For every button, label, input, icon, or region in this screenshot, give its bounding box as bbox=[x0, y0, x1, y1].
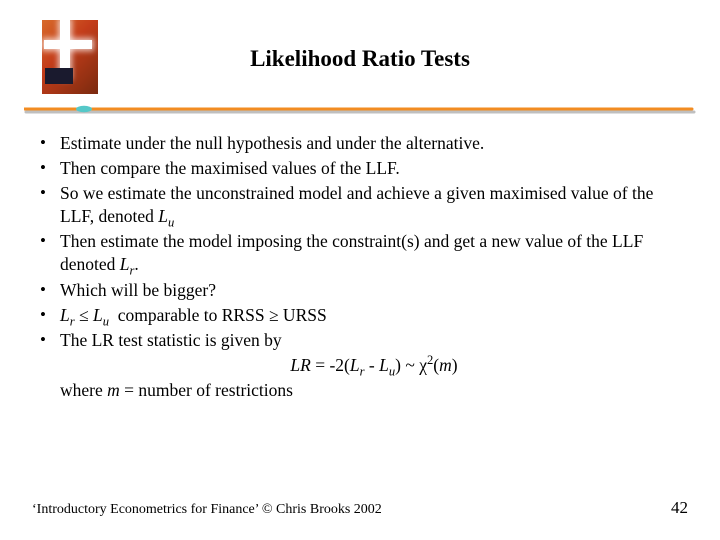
chi-symbol: χ bbox=[419, 355, 427, 375]
formula-eq: = -2( bbox=[315, 355, 350, 375]
slide-footer: ‘Introductory Econometrics for Finance’ … bbox=[32, 498, 688, 518]
page-number: 42 bbox=[671, 498, 688, 518]
math-symbol-Lu: Lu bbox=[379, 355, 395, 375]
bullet-item: Estimate under the null hypothesis and u… bbox=[32, 132, 688, 155]
bullet-text: Then compare the maximised values of the… bbox=[60, 158, 400, 178]
footer-citation: ‘Introductory Econometrics for Finance’ … bbox=[32, 502, 382, 518]
title-divider bbox=[24, 105, 696, 113]
bullet-item: Which will be bigger? bbox=[32, 279, 688, 302]
bullet-text: The LR test statistic is given by bbox=[60, 330, 282, 350]
bullet-text: Then estimate the model imposing the con… bbox=[60, 231, 643, 274]
formula-dist: (m) bbox=[433, 355, 457, 375]
tilde-symbol: ~ bbox=[405, 355, 414, 375]
bullet-item: Lr ≤ Lu comparable to RRSS ≥ URSS bbox=[32, 304, 688, 327]
math-symbol-Lr: Lr bbox=[60, 305, 75, 325]
bullet-text: So we estimate the unconstrained model a… bbox=[60, 183, 653, 226]
formula-mid: - bbox=[365, 355, 380, 375]
slide: Likelihood Ratio Tests Estimate under th… bbox=[0, 0, 720, 540]
bullet-item: So we estimate the unconstrained model a… bbox=[32, 182, 688, 228]
where-var: m bbox=[107, 380, 120, 400]
math-symbol-Lu: Lu bbox=[158, 206, 174, 226]
formula-line: LR = -2(Lr - Lu) ~ χ2(m) bbox=[60, 354, 688, 377]
bullet-list-1: Estimate under the null hypothesis and u… bbox=[32, 132, 688, 327]
bullet-text: Which will be bigger? bbox=[60, 280, 216, 300]
math-symbol-Lr: Lr bbox=[120, 254, 135, 274]
leq-symbol: ≤ bbox=[79, 305, 89, 325]
bullet-item: Then estimate the model imposing the con… bbox=[32, 230, 688, 276]
where-prefix: where bbox=[60, 380, 107, 400]
slide-body: Estimate under the null hypothesis and u… bbox=[32, 132, 688, 404]
bullet-item: The LR test statistic is given by LR = -… bbox=[32, 329, 688, 402]
where-rest: = number of restrictions bbox=[120, 380, 293, 400]
math-symbol-Lr: Lr bbox=[350, 355, 365, 375]
bullet-list-2: The LR test statistic is given by LR = -… bbox=[32, 329, 688, 402]
bullet-item: Then compare the maximised values of the… bbox=[32, 157, 688, 180]
bullet-text: comparable to RRSS ≥ URSS bbox=[118, 305, 327, 325]
math-symbol-Lu: Lu bbox=[93, 305, 109, 325]
formula-suffix: ) bbox=[395, 355, 405, 375]
where-line: where m = number of restrictions bbox=[60, 379, 688, 402]
formula-prefix: LR bbox=[290, 355, 310, 375]
bullet-text: Estimate under the null hypothesis and u… bbox=[60, 133, 484, 153]
slide-title: Likelihood Ratio Tests bbox=[0, 46, 720, 72]
